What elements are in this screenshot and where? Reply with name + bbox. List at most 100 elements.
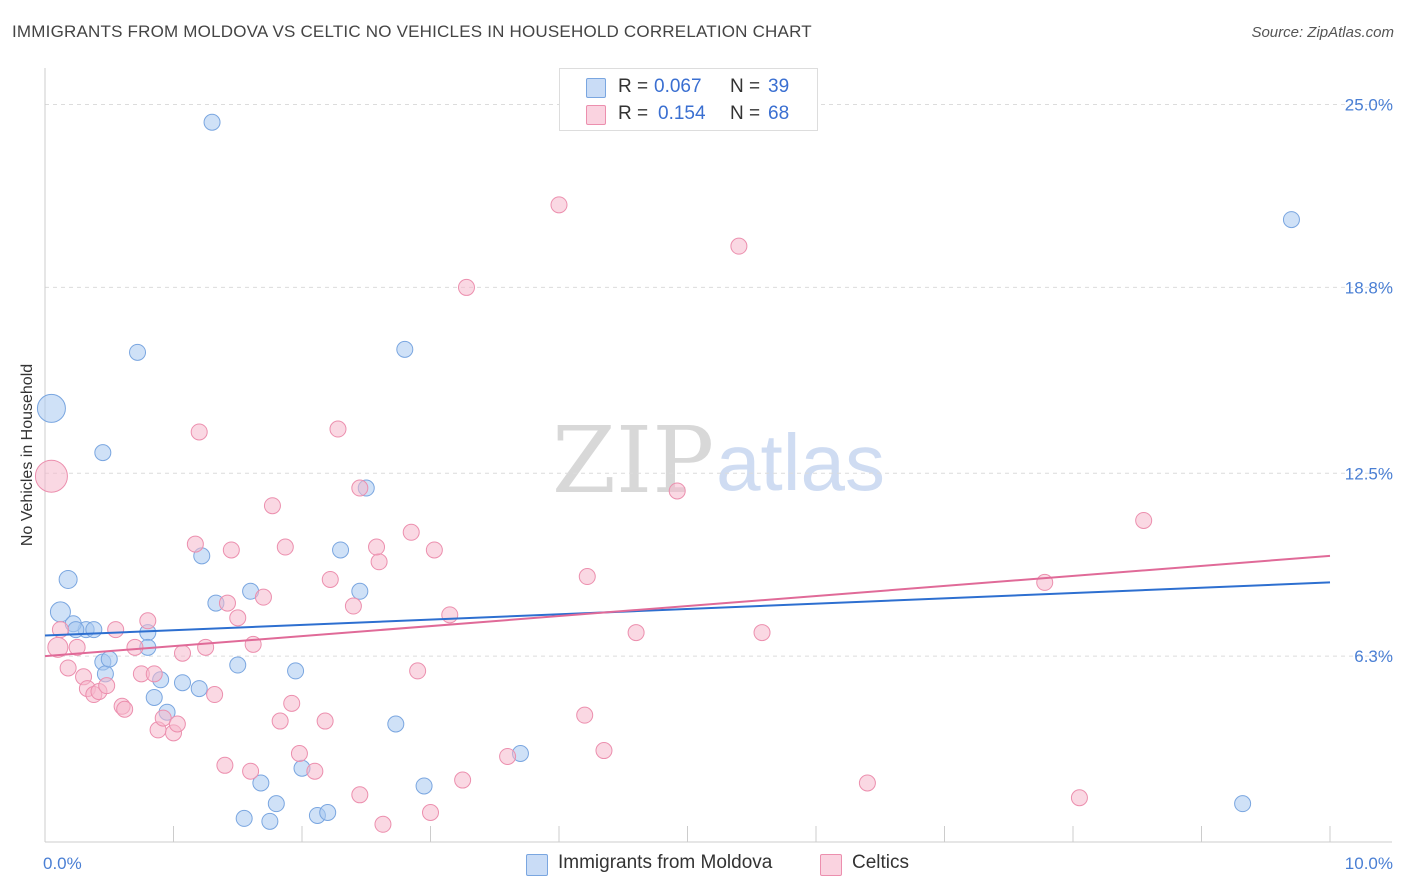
data-point [254,588,272,606]
data-point [107,621,125,639]
data-point [457,278,475,296]
legend-label-celtics: Celtics [852,852,910,873]
data-point [425,541,443,559]
y-tick-label: 6.3% [1354,647,1393,666]
y-tick-label: 12.5% [1345,464,1393,483]
chart-title: IMMIGRANTS FROM MOLDOVA VS CELTIC NO VEH… [12,22,812,41]
y-tick-labels: 6.3% 12.5% 18.8% 25.0% [1345,96,1393,667]
stats-row-celtics: R = 0.154 N = 68 [560,101,817,127]
stats-legend: R = 0.067 N = 39 R = 0.154 N = 68 [559,68,818,131]
data-point [283,694,301,712]
data-point [668,482,686,500]
moldova-legend-icon [526,854,548,876]
data-point [235,809,253,827]
data-point [290,745,308,763]
data-point [190,680,208,698]
data-point [409,662,427,680]
data-point [858,774,876,792]
data-point [368,538,386,556]
data-point [576,706,594,724]
data-point [351,582,369,600]
y-tick-label: 18.8% [1345,278,1393,297]
chart-source: Source: ZipAtlas.com [1251,24,1394,41]
data-point [98,677,116,695]
data-point [332,541,350,559]
data-point [145,688,163,706]
data-point [1070,789,1088,807]
data-point [168,715,186,733]
data-point [402,523,420,541]
data-point [351,786,369,804]
data-point [276,538,294,556]
watermark-atlas: atlas [716,418,885,507]
data-point [316,712,334,730]
data-point [578,568,596,586]
data-point [267,795,285,813]
n-value: 68 [768,103,790,124]
data-point [36,393,66,423]
data-point [190,423,208,441]
data-point [173,644,191,662]
data-point [68,638,86,656]
data-point [387,715,405,733]
n-label: N = [730,103,761,124]
data-point [550,196,568,214]
r-label: R = [618,103,649,124]
data-point [329,420,347,438]
x-tick-label: 10.0% [1345,854,1393,873]
data-point [51,621,69,639]
y-tick-label: 25.0% [1345,96,1393,115]
data-point [139,612,157,630]
series-moldova [36,113,1300,830]
x-tick-label: 0.0% [43,854,82,873]
data-point [287,662,305,680]
r-label: R = [618,76,649,97]
r-value: 0.067 [654,76,702,97]
data-point [753,624,771,642]
data-point [59,659,77,677]
data-point [58,569,78,589]
data-point [145,665,163,683]
stats-row-moldova: R = 0.067 N = 39 [560,74,817,100]
trend-line-moldova [44,581,1331,637]
data-point [344,597,362,615]
data-point [229,609,247,627]
data-point [261,812,279,830]
data-point [422,804,439,822]
data-point [263,497,281,515]
data-point [351,479,369,497]
data-point [306,762,324,780]
data-point [370,553,388,571]
n-label: N = [730,76,761,97]
data-point [129,343,147,361]
data-point [627,624,645,642]
data-point [374,815,392,833]
data-point [441,606,459,624]
r-value: 0.154 [658,103,706,124]
data-point [229,656,247,674]
bottom-legend: Immigrants from Moldova Celtics [0,852,1406,878]
data-point [206,686,224,704]
data-point [1234,795,1252,813]
data-point [396,340,414,358]
data-point [218,594,236,612]
data-point [126,638,144,656]
legend-label-moldova: Immigrants from Moldova [558,852,773,873]
data-point [1282,211,1300,229]
data-point [94,444,112,462]
watermark: ZIP atlas [552,407,885,514]
data-point [271,712,289,730]
data-point [595,742,613,760]
data-point [216,756,234,774]
data-point [499,747,517,765]
data-point [154,709,172,727]
data-points [34,113,1300,833]
trend-lines [44,554,1331,658]
moldova-swatch-icon [586,78,606,98]
series-celtics [34,196,1153,833]
data-point [100,650,118,668]
data-point [454,771,472,789]
celtics-swatch-icon [586,105,606,125]
gridlines [45,104,1392,657]
